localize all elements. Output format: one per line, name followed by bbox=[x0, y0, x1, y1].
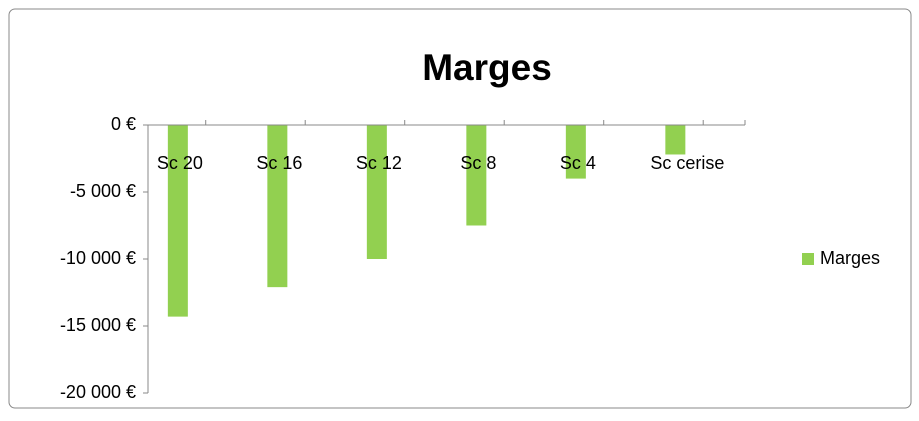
bar bbox=[665, 125, 686, 155]
bar bbox=[167, 125, 188, 317]
x-tick-label: Sc 16 bbox=[256, 153, 302, 173]
chart-title: Marges bbox=[422, 47, 552, 88]
bar bbox=[466, 125, 487, 226]
legend-label: Marges bbox=[820, 248, 880, 268]
y-tick-label: 0 € bbox=[111, 114, 136, 134]
x-tick-label: Sc 8 bbox=[460, 153, 496, 173]
y-tick-label: -15 000 € bbox=[60, 315, 136, 335]
x-tick-label: Sc 20 bbox=[157, 153, 203, 173]
legend-swatch bbox=[802, 253, 814, 265]
bar bbox=[267, 125, 288, 288]
y-tick-label: -5 000 € bbox=[70, 181, 136, 201]
y-tick-label: -20 000 € bbox=[60, 382, 136, 402]
bar bbox=[565, 125, 586, 179]
x-tick-label: Sc 4 bbox=[560, 153, 596, 173]
y-tick-label: -10 000 € bbox=[60, 248, 136, 268]
chart-border bbox=[8, 8, 912, 409]
x-tick-label: Sc 12 bbox=[356, 153, 402, 173]
x-tick-label: Sc cerise bbox=[650, 153, 724, 173]
bar bbox=[366, 125, 387, 259]
